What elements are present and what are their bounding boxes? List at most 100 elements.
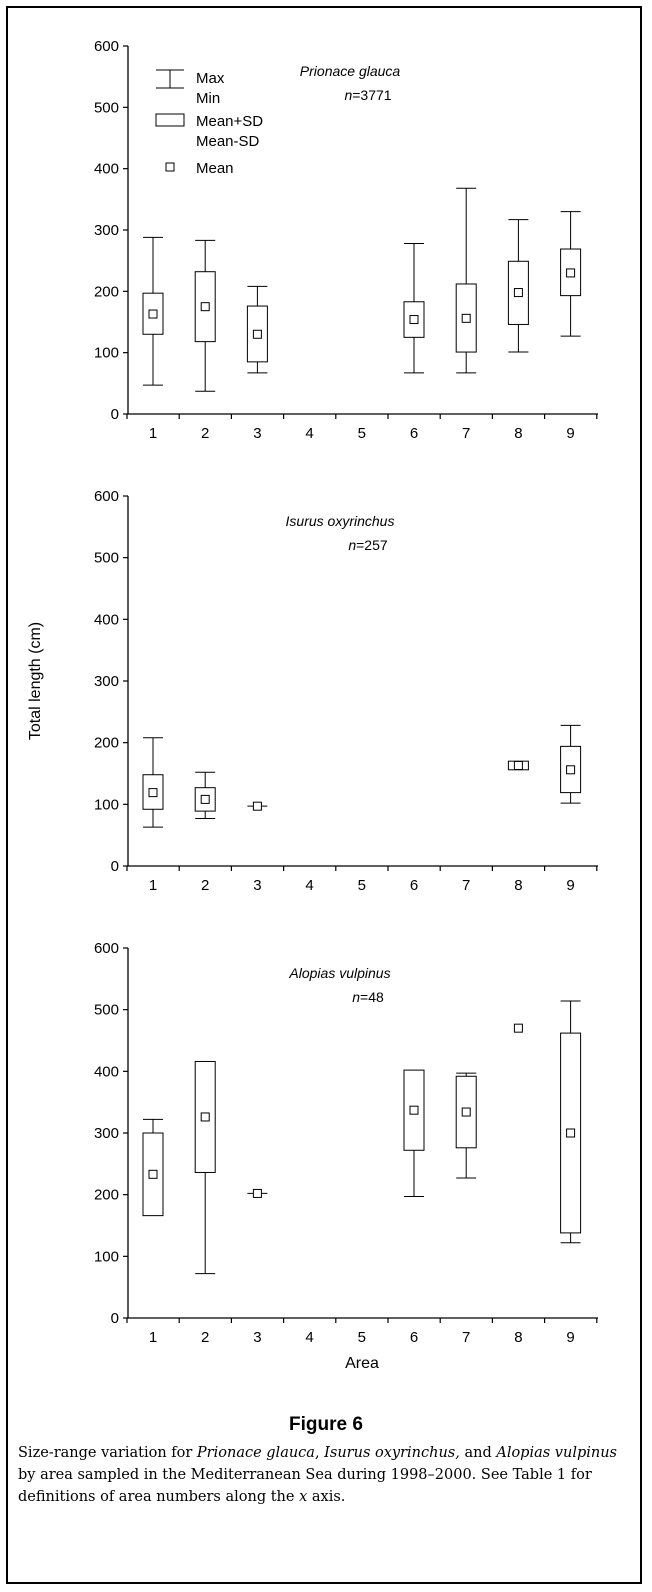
y-tick-label: 400: [94, 1063, 119, 1080]
mean-marker: [252, 801, 262, 811]
y-tick-label: 0: [111, 406, 119, 423]
box-area-3: [246, 285, 268, 374]
x-tick-label: 4: [305, 877, 313, 894]
box-area-2: [194, 771, 216, 820]
figure-title: Figure 6: [289, 1414, 363, 1435]
legend-mean-label: Mean: [196, 160, 234, 177]
mean-marker: [513, 288, 523, 298]
n-label: n=48: [352, 989, 384, 1005]
x-tick-label: 3: [253, 1329, 261, 1346]
figure-caption: Size-range variation for Prionace glauca…: [18, 1442, 630, 1508]
mean-marker: [409, 315, 419, 325]
caption-species-2: Isurus oxyrinchus,: [324, 1445, 460, 1461]
caption-text: Size-range variation for: [18, 1445, 197, 1461]
x-tick-label: 8: [514, 425, 522, 442]
x-tick-label: 8: [514, 1329, 522, 1346]
legend-min-label: Min: [196, 90, 220, 107]
y-tick-label: 600: [94, 38, 119, 55]
y-tick-label: 0: [111, 1310, 119, 1327]
x-axis-label: Area: [345, 1355, 379, 1372]
x-tick-label: 5: [358, 1329, 366, 1346]
box-area-8: [507, 219, 529, 353]
mean-marker: [461, 1107, 471, 1117]
x-tick-label: 7: [462, 877, 470, 894]
y-tick-label: 300: [94, 673, 119, 690]
caption-text: axis.: [307, 1489, 346, 1505]
mean-marker: [461, 313, 471, 323]
y-tick-label: 500: [94, 99, 119, 116]
y-tick-label: 600: [94, 488, 119, 505]
y-tick-label: 200: [94, 283, 119, 300]
legend-box: [155, 113, 185, 127]
box-area-6: [403, 242, 425, 374]
x-tick-label: 1: [149, 877, 157, 894]
box-area-8: [507, 760, 529, 771]
x-tick-label: 8: [514, 877, 522, 894]
mean-marker: [200, 1112, 210, 1122]
box-area-9: [560, 724, 582, 804]
mean-marker: [200, 302, 210, 312]
y-tick-label: 500: [94, 1002, 119, 1019]
mean-marker: [566, 765, 576, 775]
mean-marker: [148, 309, 158, 319]
box-area-2: [194, 239, 216, 392]
x-tick-label: 9: [566, 425, 574, 442]
caption-text: ,: [314, 1445, 325, 1461]
mean-marker: [200, 794, 210, 804]
x-tick-label: 1: [149, 1329, 157, 1346]
x-tick-label: 7: [462, 425, 470, 442]
legend-max-label: Max: [196, 70, 225, 87]
x-tick-label: 9: [566, 1329, 574, 1346]
x-tick-label: 2: [201, 425, 209, 442]
n-label: n=3771: [344, 87, 391, 103]
x-tick-label: 4: [305, 1329, 313, 1346]
x-tick-label: 7: [462, 1329, 470, 1346]
y-tick-label: 300: [94, 222, 119, 239]
mean-marker: [148, 788, 158, 798]
box-area-1: [142, 737, 164, 828]
x-tick-label: 6: [410, 877, 418, 894]
box-area-1: [142, 236, 164, 386]
x-tick-label: 6: [410, 1329, 418, 1346]
caption-axis-var: x: [299, 1489, 308, 1505]
y-tick-label: 100: [94, 796, 119, 813]
y-tick-label: 600: [94, 940, 119, 957]
y-tick-label: 400: [94, 161, 119, 178]
x-tick-label: 9: [566, 877, 574, 894]
x-tick-label: 6: [410, 425, 418, 442]
y-tick-label: 400: [94, 611, 119, 628]
x-tick-label: 5: [358, 425, 366, 442]
caption-text: and: [459, 1445, 497, 1461]
x-tick-label: 2: [201, 1329, 209, 1346]
species-label: Alopias vulpinus: [288, 965, 390, 981]
box-area-8: [513, 1023, 523, 1033]
box-area-9: [560, 1000, 582, 1244]
mean-marker: [566, 1128, 576, 1138]
y-tick-label: 200: [94, 735, 119, 752]
box-area-7: [455, 1072, 477, 1179]
y-tick-label: 200: [94, 1187, 119, 1204]
x-tick-label: 3: [253, 877, 261, 894]
species-label: Prionace glauca: [300, 63, 401, 79]
figure-frame: [6, 6, 642, 1584]
y-tick-label: 100: [94, 1248, 119, 1265]
x-tick-label: 3: [253, 425, 261, 442]
box-area-9: [560, 211, 582, 337]
y-tick-label: 100: [94, 345, 119, 362]
y-axis-label: Total length (cm): [27, 622, 44, 740]
chart-panel-3: 0 100 200 300 400 500 600 1 2 3 4 5 6 7 8 9 Alopias vulp…: [94, 940, 598, 1372]
x-tick-label: 5: [358, 877, 366, 894]
box-area-3: [247, 1188, 268, 1198]
box-area-1: [142, 1118, 164, 1217]
y-tick-label: 500: [94, 550, 119, 567]
legend-mean-plus-sd-label: Mean+SD: [196, 113, 263, 130]
x-tick-label: 4: [305, 425, 313, 442]
mean-marker: [252, 1188, 262, 1198]
caption-species-3: Alopias vulpinus: [496, 1445, 618, 1461]
box-area-6: [403, 1069, 425, 1198]
mean-marker: [252, 329, 262, 339]
mean-marker: [409, 1105, 419, 1115]
legend-mean-marker: [165, 162, 175, 172]
box-area-2: [194, 1060, 216, 1275]
x-tick-label: 2: [201, 877, 209, 894]
